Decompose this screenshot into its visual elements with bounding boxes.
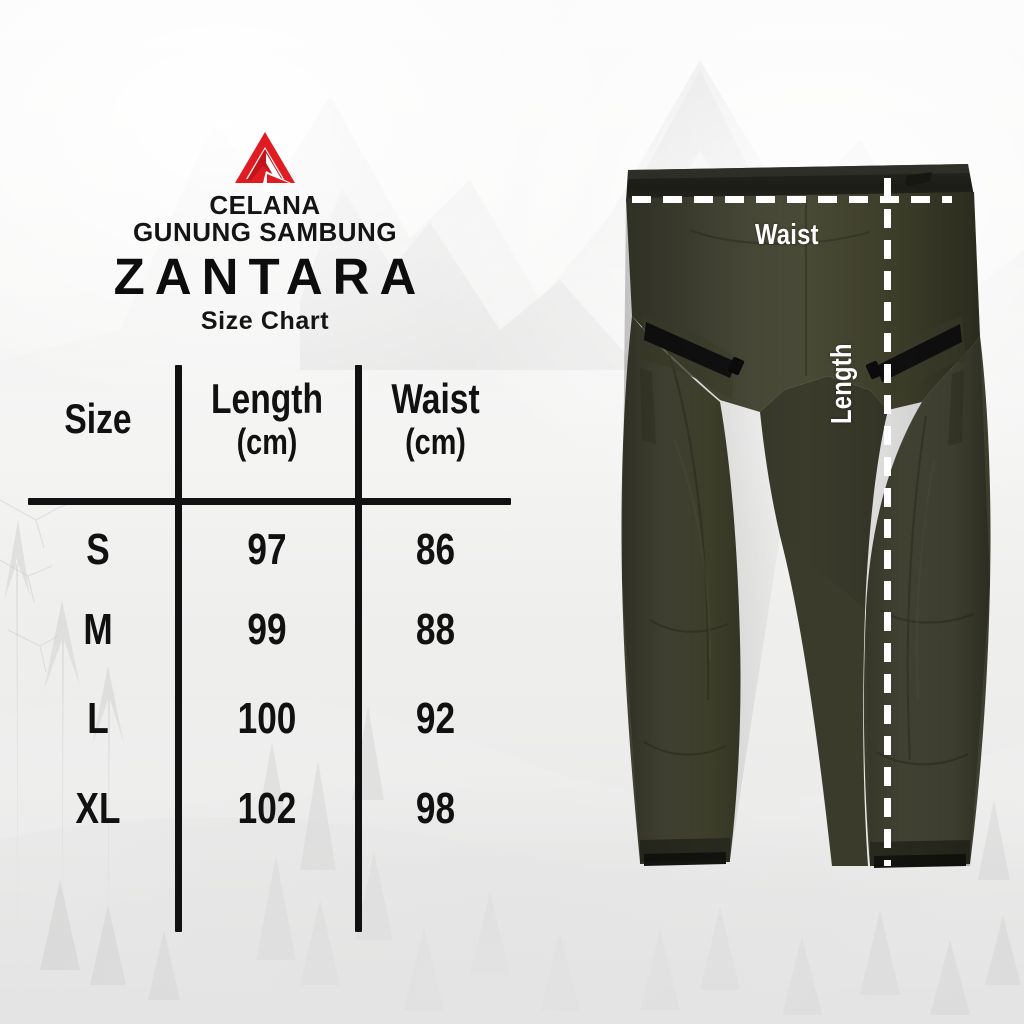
size-table: Size Length (cm) Waist (cm) S 97 86 M 99…	[28, 365, 511, 932]
brand-line-1: CELANA	[209, 190, 321, 220]
length-guide-dashed-line	[884, 178, 891, 866]
product-photo-pants	[570, 140, 1024, 920]
table-row: 100	[237, 694, 297, 743]
red-mountain-triangle-logo-icon	[235, 132, 295, 183]
table-row: 86	[415, 525, 456, 574]
table-row: M	[83, 605, 113, 654]
waist-measurement-label: Waist	[755, 219, 819, 251]
table-row: 98	[415, 784, 456, 833]
brand-line-2: GUNUNG SAMBUNG	[132, 217, 398, 248]
table-column-divider-1	[175, 365, 182, 932]
table-header-length-main: Length	[211, 375, 323, 422]
table-row: 88	[415, 605, 456, 654]
length-measurement-label: Length	[826, 343, 858, 424]
table-row: XL	[75, 784, 121, 833]
table-header-length: Length (cm)	[196, 378, 338, 460]
table-row: S	[86, 525, 110, 574]
table-header-waist: Waist (cm)	[374, 378, 498, 460]
table-row: L	[87, 694, 109, 743]
table-row: 99	[247, 605, 287, 654]
table-header-size: Size	[64, 395, 132, 442]
brand-product-name: ZANTARA	[113, 248, 427, 306]
table-row: 92	[415, 694, 456, 743]
table-header-length-unit: (cm)	[236, 421, 298, 462]
table-header-waist-unit: (cm)	[405, 421, 466, 462]
olive-green-hiking-pants-illustration	[621, 164, 991, 868]
brand-subtitle: Size Chart	[200, 307, 330, 336]
waist-guide-dashed-line	[632, 196, 952, 203]
table-row: 97	[247, 525, 287, 574]
table-column-divider-2	[355, 365, 362, 932]
brand-header: CELANA GUNUNG SAMBUNG ZANTARA Size Chart	[0, 130, 530, 336]
table-header-waist-main: Waist	[391, 375, 480, 422]
table-header-rule	[28, 498, 511, 505]
table-row: 102	[237, 784, 297, 833]
